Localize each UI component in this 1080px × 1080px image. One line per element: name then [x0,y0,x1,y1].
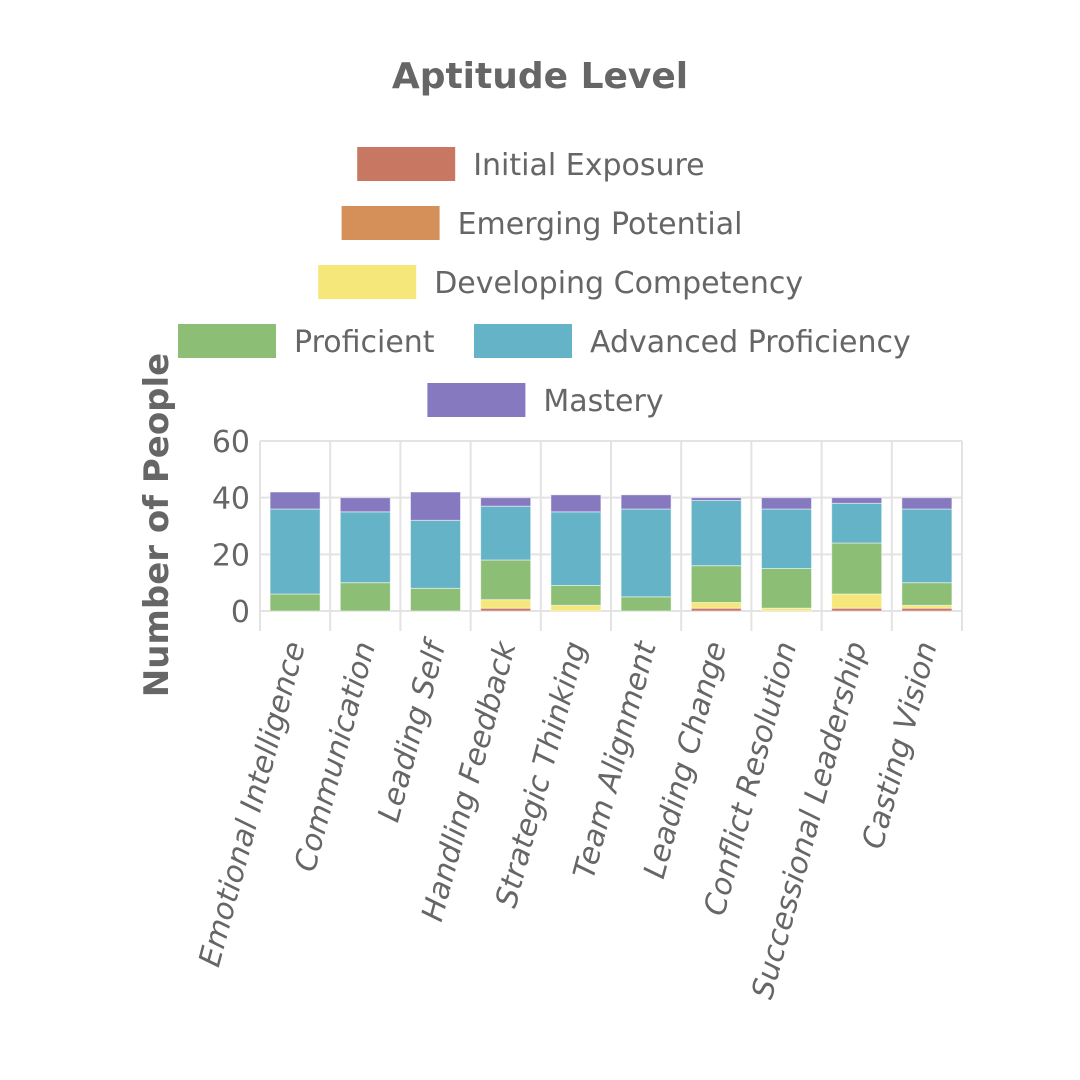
y-tick-label: 0 [231,595,250,630]
bar-segment [550,494,602,513]
legend-swatch [357,147,456,181]
bar-segment [831,542,883,595]
bar-segment [901,508,953,584]
bar-segment [550,511,602,587]
bar-segment [761,568,812,609]
bar-segment [620,596,672,612]
bar-segment [690,565,742,604]
bar-segment [269,508,321,595]
chart-title: Aptitude Level [392,56,688,97]
x-tick-label: Emotional Intelligence [192,638,312,970]
legend-label: Proficient [294,325,435,360]
bar-segment [690,602,742,609]
bar-segment [339,511,391,584]
bar-segment [761,497,812,510]
bar-segment [901,582,953,606]
legend-swatch [318,265,417,299]
bar-segment [339,582,391,612]
bar-segment [761,508,812,569]
y-tick-label: 60 [212,425,250,460]
y-tick-label: 20 [212,538,250,573]
y-axis: 0 20 40 60 [212,425,250,630]
legend-swatch [341,206,440,240]
bar-segment [339,497,391,513]
legend-swatch [427,383,526,417]
bar-segment [620,508,672,598]
bar-segment [480,505,532,561]
bar-segment [269,491,321,510]
legend-label: Emerging Potential [458,207,743,242]
legend-label: Initial Exposure [473,148,704,183]
bar-segment [480,497,532,507]
x-tick-label: Leading Self [372,634,455,826]
bar-segment [620,494,672,510]
bar-segment [410,587,461,612]
x-axis: Emotional IntelligenceCommunicationLeadi… [192,634,944,1003]
bar-segment [901,497,953,510]
bar-segment [269,593,321,612]
bar-segment [410,519,461,589]
legend-label: Developing Competency [434,266,803,301]
bar-segment [480,599,532,609]
bar-segment [690,497,742,501]
bar-segment [480,559,532,601]
bar-segment [550,604,602,612]
legend: Initial Exposure Emerging Potential Develo… [178,147,911,419]
legend-label: Mastery [543,384,663,419]
legend-swatch [474,324,572,358]
bar-segment [831,593,883,609]
bar-segment [410,491,461,521]
y-tick-label: 40 [212,482,250,517]
legend-label: Advanced Proficiency [590,325,911,360]
x-tick-label: Casting Vision [856,638,945,853]
bar-segment [831,497,883,504]
bar-segment [550,585,602,606]
bars [269,491,953,612]
bar-segment [690,500,742,567]
bar-segment [831,502,883,544]
legend-swatch [178,324,276,358]
y-axis-label: Number of People [137,353,177,697]
